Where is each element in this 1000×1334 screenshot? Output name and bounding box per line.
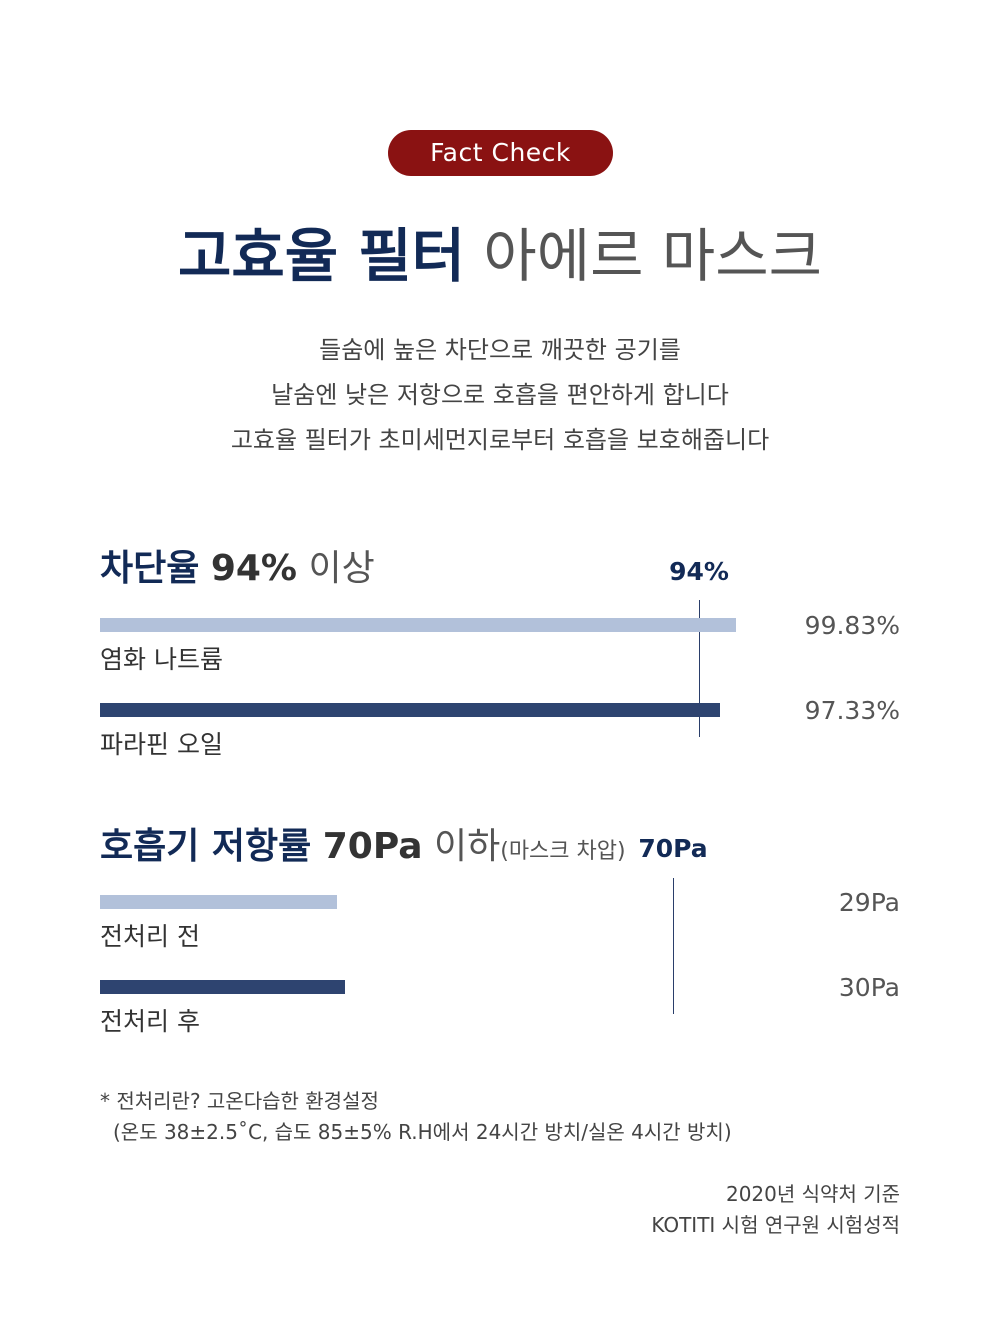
- page-title: 고효율 필터 아에르 마스크: [0, 220, 1000, 292]
- footnote: * 전처리란? 고온다습한 환경설정 (온도 38±2.5˚C, 습도 85±5…: [100, 1086, 732, 1148]
- chart-title-bold: 차단율: [100, 548, 200, 589]
- page-title-strong: 고효율 필터: [177, 222, 465, 290]
- value-label: 29Pa: [838, 888, 900, 917]
- chart-title-note: (마스크 차압): [500, 839, 626, 864]
- category-label: 전처리 전: [100, 922, 200, 951]
- chart-title-bold: 호흡기 저항률: [100, 826, 312, 867]
- footnote-line: (온도 38±2.5˚C, 습도 85±5% R.H에서 24시간 방치/실온 …: [113, 1120, 732, 1144]
- description: 들숨에 높은 차단으로 깨끗한 공기를 날숨엔 낮은 저항으로 호흡을 편안하게…: [0, 328, 1000, 463]
- description-line: 고효율 필터가 초미세먼지로부터 호흡을 보호해줍니다: [230, 426, 770, 454]
- value-label: 30Pa: [838, 973, 900, 1002]
- value-label: 97.33%: [804, 696, 900, 725]
- chart-title-blocking-rate: 차단율 94% 이상: [100, 546, 375, 592]
- chart-title-value: 94%: [210, 548, 297, 589]
- description-line: 들숨에 높은 차단으로 깨끗한 공기를: [319, 336, 681, 364]
- chart-title-suffix: 이하: [433, 826, 501, 867]
- bar-paraffin-oil: [100, 703, 720, 717]
- threshold-label: 70Pa: [638, 834, 708, 863]
- value-label: 99.83%: [804, 611, 900, 640]
- category-label: 염화 나트륨: [100, 645, 223, 674]
- source-line: KOTITI 시험 연구원 시험성적: [651, 1213, 900, 1237]
- chart-title-value: 70Pa: [322, 826, 423, 867]
- bar-sodium-chloride: [100, 618, 736, 632]
- threshold-line: [673, 878, 674, 1014]
- bar-after-pretreatment: [100, 980, 345, 994]
- chart-title-suffix: 이상: [308, 548, 375, 589]
- threshold-line: [699, 600, 700, 737]
- source-note: 2020년 식약처 기준 KOTITI 시험 연구원 시험성적: [651, 1179, 900, 1241]
- source-line: 2020년 식약처 기준: [725, 1182, 900, 1206]
- chart-title-resistance: 호흡기 저항률 70Pa 이하(마스크 차압): [100, 824, 626, 875]
- category-label: 전처리 후: [100, 1007, 200, 1036]
- category-label: 파라핀 오일: [100, 730, 223, 759]
- threshold-label: 94%: [669, 557, 729, 586]
- bar-before-pretreatment: [100, 895, 337, 909]
- footnote-line: * 전처리란? 고온다습한 환경설정: [100, 1089, 379, 1113]
- fact-check-badge: Fact Check: [388, 130, 613, 176]
- description-line: 날숨엔 낮은 저항으로 호흡을 편안하게 합니다: [271, 381, 729, 409]
- page-title-light: 아에르 마스크: [483, 222, 823, 290]
